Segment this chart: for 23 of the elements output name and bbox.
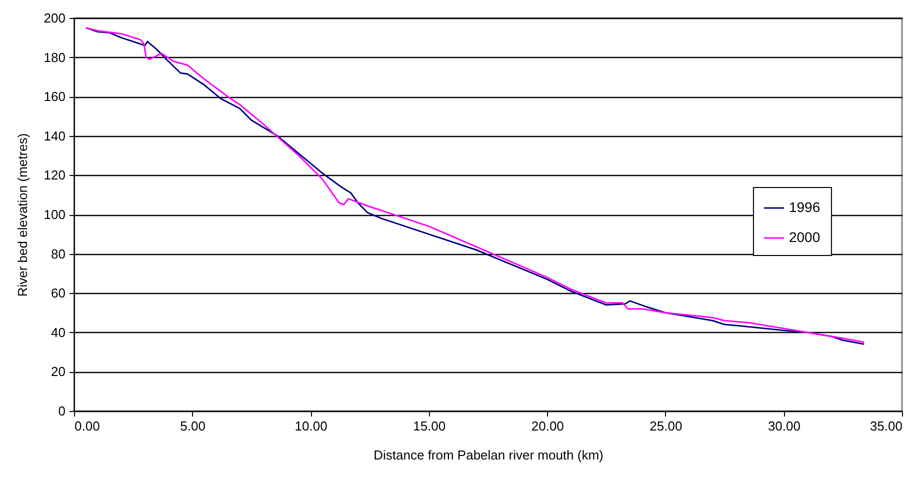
- x-tick-label: 15.00: [413, 418, 446, 434]
- x-tick-label: 5.00: [180, 418, 206, 434]
- y-tick-label: 160: [44, 89, 66, 104]
- y-axis-title: River bed elevation (metres): [14, 133, 30, 297]
- y-tick-label: 60: [51, 286, 66, 301]
- x-tick-label: 20.00: [531, 418, 564, 434]
- y-tick-label: 100: [44, 207, 66, 222]
- y-tick-label: 80: [51, 246, 66, 262]
- x-tick-label: 10.00: [294, 418, 328, 434]
- x-tick-label: 25.00: [650, 418, 682, 434]
- x-tick-label: 0.00: [74, 418, 100, 434]
- legend-label: 1996: [788, 198, 820, 215]
- legend-label: 2000: [788, 228, 820, 245]
- x-axis-title: Distance from Pabelan river mouth (km): [374, 448, 604, 462]
- x-tick-label: 35.00: [870, 418, 902, 434]
- y-tick-label: 120: [44, 168, 66, 183]
- x-tick-label: 30.00: [768, 418, 800, 434]
- y-tick-label: 200: [44, 10, 66, 26]
- y-tick-label: 0: [58, 404, 66, 418]
- y-tick-label: 20: [51, 364, 66, 380]
- y-tick-label: 180: [44, 50, 66, 65]
- y-tick-label: 140: [44, 128, 66, 144]
- y-tick-label: 40: [51, 324, 66, 340]
